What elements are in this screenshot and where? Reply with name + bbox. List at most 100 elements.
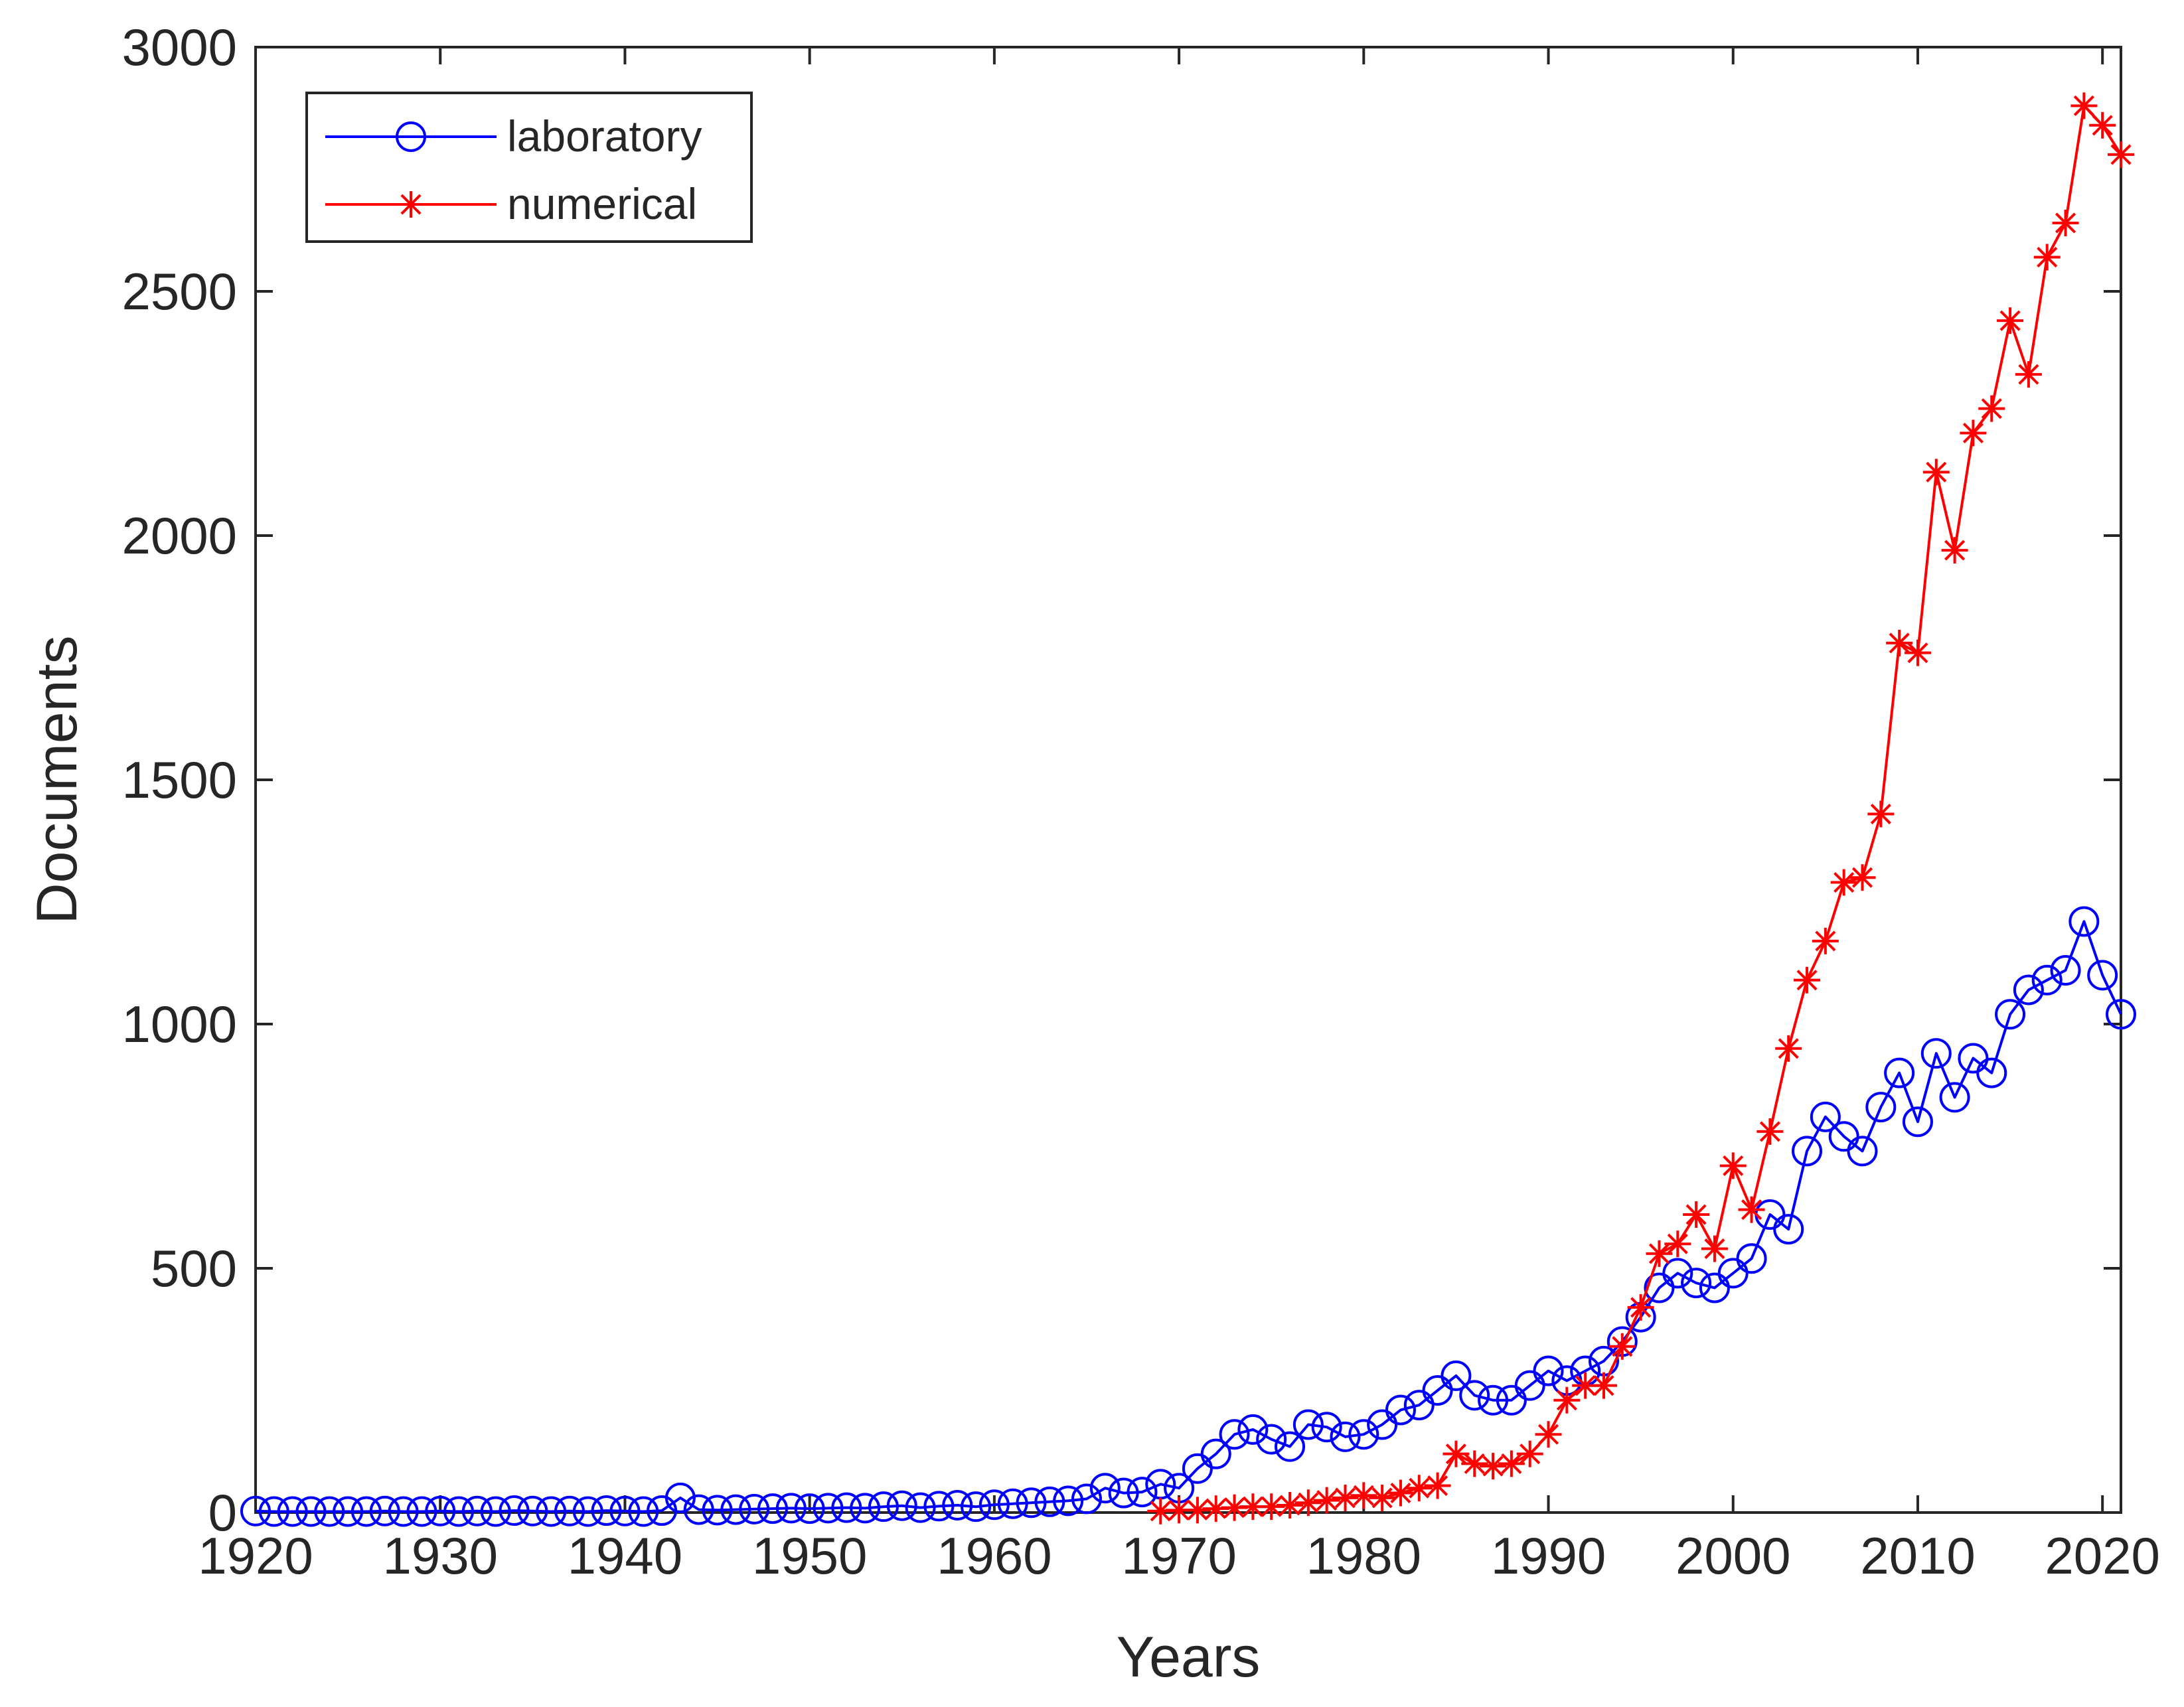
data-point-laboratory (1976, 1057, 2007, 1088)
data-point-laboratory (258, 1496, 289, 1527)
marker-stroke (1759, 1121, 1780, 1142)
data-point-laboratory (683, 1494, 714, 1525)
marker-stroke (1944, 540, 1966, 561)
marker-stroke (2018, 364, 2039, 385)
data-point-laboratory (1514, 1370, 1545, 1401)
marker-stroke (1556, 1390, 1577, 1411)
marker-stroke (2037, 246, 2058, 268)
y-tick-label: 3000 (121, 18, 237, 76)
data-point-numerical (1480, 1453, 1507, 1480)
data-point-numerical (1960, 419, 1987, 447)
data-point-numerical (1904, 639, 1931, 666)
data-point-numerical (1794, 966, 1821, 994)
x-tick-label: 1960 (937, 1526, 1052, 1585)
data-point-laboratory (1385, 1394, 1416, 1426)
marker-stroke (1667, 1233, 1688, 1254)
legend-marker-laboratory (396, 121, 426, 152)
data-point-laboratory (1219, 1419, 1250, 1450)
data-point-numerical (2108, 141, 2134, 168)
data-point-laboratory (813, 1493, 844, 1524)
data-point-numerical (1461, 1450, 1488, 1477)
data-point-laboratory (480, 1496, 511, 1527)
data-point-laboratory (591, 1495, 622, 1526)
data-point-laboratory (1016, 1487, 1047, 1519)
data-point-numerical (1277, 1491, 1304, 1519)
data-point-numerical (1978, 395, 2005, 422)
data-point-laboratory (1884, 1057, 1915, 1088)
marker-stroke (1796, 970, 1818, 991)
marker-stroke (1427, 1475, 1448, 1497)
marker-stroke (1316, 1490, 1338, 1511)
data-point-numerical (1683, 1201, 1710, 1228)
data-point-laboratory (757, 1493, 789, 1524)
x-tick-label: 1990 (1491, 1526, 1606, 1585)
data-point-laboratory (572, 1496, 603, 1527)
data-point-laboratory (1717, 1258, 1749, 1289)
data-point-laboratory (1089, 1473, 1121, 1504)
marker-stroke (1815, 930, 1836, 952)
data-point-numerical (1830, 869, 1857, 896)
data-point-laboratory (1275, 1431, 1306, 1462)
data-point-numerical (1405, 1475, 1433, 1502)
data-point-numerical (1369, 1484, 1396, 1511)
legend: laboratory numerical (305, 92, 753, 243)
data-point-laboratory (369, 1495, 400, 1526)
marker-stroke (1298, 1492, 1319, 1513)
marker-stroke (1371, 1487, 1393, 1509)
data-point-numerical (1608, 1333, 1636, 1360)
data-point-numerical (1701, 1235, 1728, 1262)
data-point-laboratory (831, 1492, 862, 1523)
data-point-numerical (1443, 1440, 1470, 1467)
data-point-laboratory (2068, 906, 2100, 937)
data-point-numerical (1646, 1240, 1673, 1267)
data-point-laboratory (1200, 1438, 1231, 1469)
data-point-laboratory (775, 1493, 807, 1524)
data-point-laboratory (2013, 974, 2044, 1005)
data-point-laboratory (499, 1495, 530, 1526)
data-point-laboratory (720, 1494, 751, 1525)
y-tick-label: 2000 (121, 506, 237, 565)
y-tick-label: 0 (208, 1483, 237, 1542)
x-tick-label: 1940 (568, 1526, 683, 1585)
series-numerical (1147, 92, 2134, 1524)
x-tick-label: 1920 (198, 1526, 313, 1585)
data-point-laboratory (1478, 1384, 1509, 1416)
data-point-numerical (2033, 244, 2061, 271)
marker-stroke (1778, 1038, 1799, 1059)
data-point-numerical (1886, 629, 1913, 656)
marker-stroke (1501, 1453, 1522, 1474)
data-point-laboratory (1182, 1453, 1213, 1484)
plot-area (254, 46, 2122, 1514)
data-point-numerical (1553, 1386, 1581, 1414)
data-point-numerical (1590, 1372, 1617, 1399)
data-point-laboratory (1496, 1384, 1527, 1416)
marker-stroke (2055, 212, 2076, 234)
data-point-laboratory (1071, 1483, 1102, 1515)
marker-stroke (2092, 115, 2113, 136)
data-point-numerical (1941, 537, 1968, 564)
marker-stroke (1870, 803, 1891, 825)
data-point-laboratory (978, 1489, 1010, 1521)
data-point-laboratory (517, 1495, 548, 1526)
data-point-numerical (1627, 1294, 1654, 1321)
marker-stroke (1464, 1453, 1485, 1474)
marker-stroke (1962, 422, 1984, 443)
marker-stroke (1445, 1444, 1466, 1465)
data-point-numerical (1756, 1118, 1784, 1145)
data-point-numerical (1719, 1152, 1747, 1179)
marker-stroke (1223, 1497, 1245, 1519)
data-point-laboratory (295, 1496, 327, 1527)
data-point-laboratory (1127, 1477, 1158, 1508)
marker-stroke (2110, 144, 2132, 165)
data-point-laboratory (1237, 1414, 1269, 1445)
data-point-numerical (1332, 1484, 1359, 1511)
data-point-laboratory (886, 1490, 917, 1521)
data-point-laboratory (628, 1496, 659, 1527)
data-point-laboratory (1441, 1360, 1472, 1391)
legend-box (305, 92, 753, 243)
series-laboratory (240, 906, 2136, 1527)
data-point-laboratory (1699, 1272, 1730, 1303)
y-tick-label: 1500 (121, 751, 237, 809)
